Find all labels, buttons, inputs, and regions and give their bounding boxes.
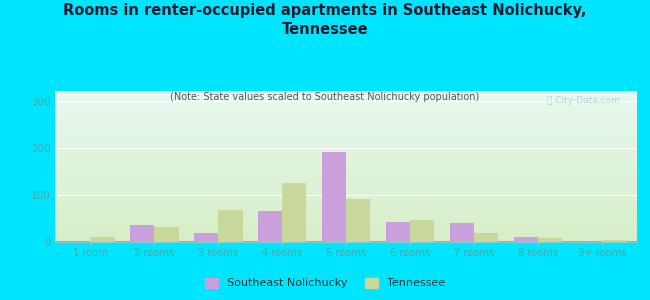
Bar	[194, 233, 218, 242]
Bar	[90, 237, 114, 242]
Bar	[474, 233, 499, 242]
Text: (Note: State values scaled to Southeast Nolichucky population): (Note: State values scaled to Southeast …	[170, 92, 480, 101]
Text: Rooms in renter-occupied apartments in Southeast Nolichucky,
Tennessee: Rooms in renter-occupied apartments in S…	[63, 3, 587, 37]
Bar	[282, 183, 307, 242]
Legend: Southeast Nolichucky, Tennessee: Southeast Nolichucky, Tennessee	[201, 273, 449, 293]
Bar	[218, 210, 242, 242]
Text: ⓘ City-Data.com: ⓘ City-Data.com	[547, 96, 619, 105]
Bar	[130, 225, 154, 242]
Bar	[514, 237, 538, 242]
Bar	[450, 223, 474, 242]
Bar	[538, 238, 562, 242]
Bar	[322, 152, 346, 242]
Bar	[602, 240, 626, 242]
Bar	[385, 222, 410, 242]
Bar	[154, 226, 179, 242]
Bar	[258, 211, 282, 242]
Bar	[410, 220, 434, 242]
Bar	[346, 199, 370, 242]
